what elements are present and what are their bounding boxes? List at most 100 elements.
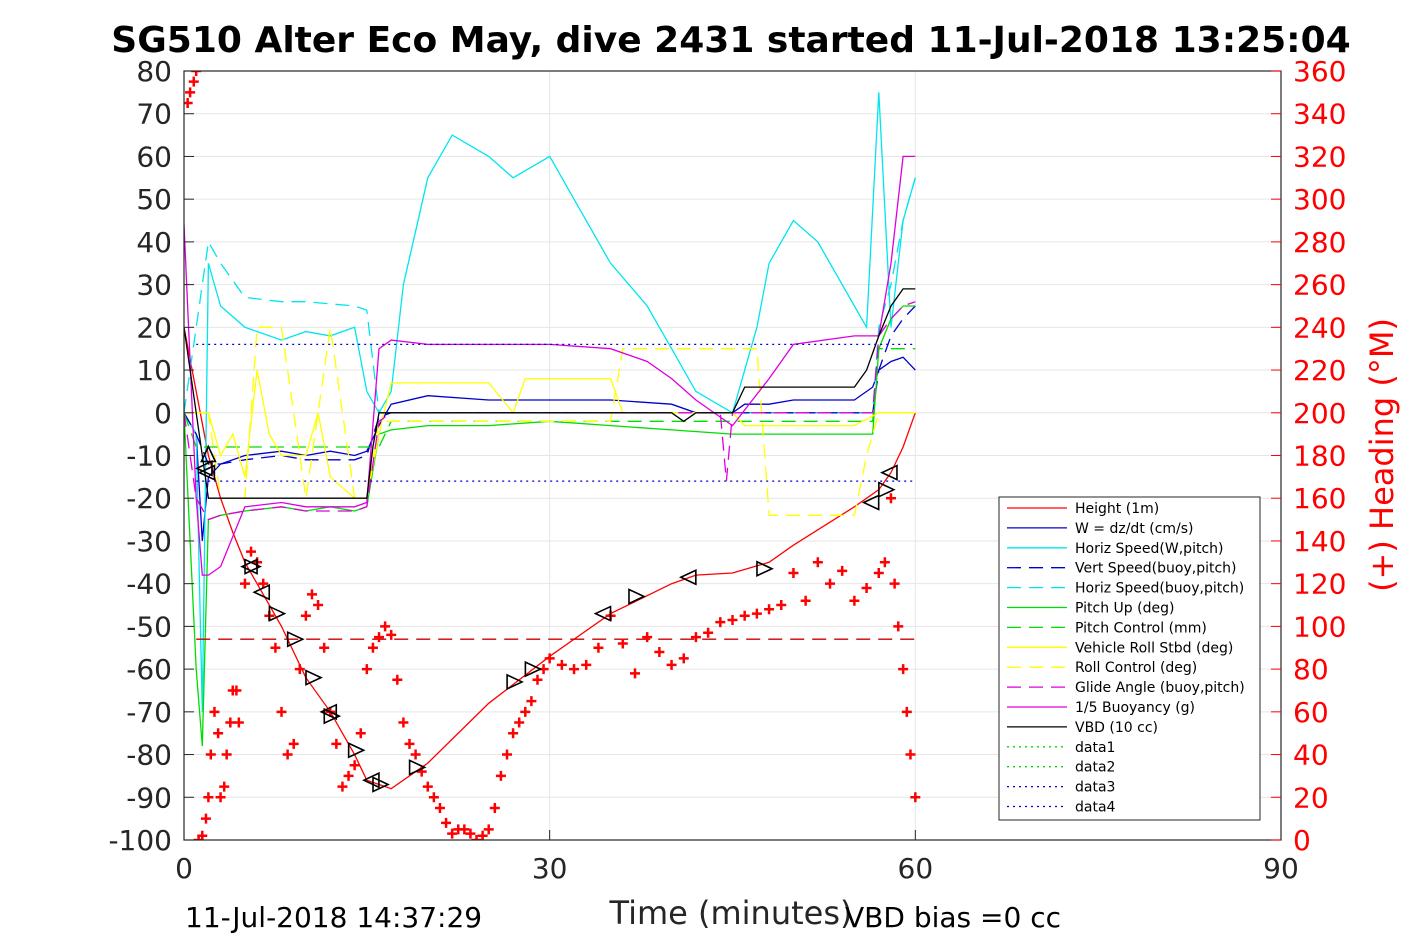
heading-point <box>441 817 452 828</box>
heading-point <box>654 647 665 658</box>
right-tick-label: 20 <box>1293 781 1329 814</box>
right-tick-label: 140 <box>1293 525 1346 558</box>
heading-point <box>213 728 224 739</box>
series-line-2 <box>184 92 916 712</box>
marker-left <box>861 494 880 511</box>
heading-point <box>422 781 433 792</box>
heading-point <box>300 610 311 621</box>
heading-point <box>629 668 640 679</box>
y-tick-label: -40 <box>126 568 172 601</box>
y-tick-label: 10 <box>136 354 172 387</box>
heading-point <box>556 659 567 670</box>
heading-point <box>185 87 196 98</box>
marker-left <box>197 464 216 481</box>
heading-point <box>502 749 513 760</box>
y-tick-label: -70 <box>126 696 172 729</box>
y-tick-label: -90 <box>126 781 172 814</box>
marker-left <box>678 569 697 586</box>
marker-right <box>305 669 323 686</box>
right-axis-ticks: 3603403203002802602402202001801601401201… <box>1271 55 1346 857</box>
marker-right <box>408 759 427 776</box>
heading-point <box>751 608 762 619</box>
heading-point <box>593 642 604 653</box>
marker-right <box>628 588 646 605</box>
heading-point <box>776 600 787 611</box>
series-line-1 <box>184 356 916 541</box>
right-tick-label: 0 <box>1293 824 1311 857</box>
marker-left <box>880 464 898 481</box>
x-axis-label: Time (minutes) <box>609 894 853 932</box>
right-tick-label: 120 <box>1293 568 1346 601</box>
heading-point <box>898 664 909 675</box>
heading-point <box>231 685 242 696</box>
heading-point <box>428 792 439 803</box>
heading-point <box>788 567 799 578</box>
heading-point <box>239 578 250 589</box>
heading-point <box>361 664 372 675</box>
heading-point <box>893 621 904 632</box>
heading-point <box>520 706 531 717</box>
series-line-5 <box>184 305 916 747</box>
plot-area <box>184 71 921 840</box>
heading-point <box>514 717 525 728</box>
right-tick-label: 360 <box>1293 55 1346 88</box>
heading-point <box>349 760 360 771</box>
heading-point <box>233 717 244 728</box>
legend-label: data3 <box>1075 780 1115 796</box>
marker-right <box>878 481 896 498</box>
series-line-9 <box>184 301 916 521</box>
y-tick-label: 50 <box>136 183 172 216</box>
legend-label: Vehicle Roll Stbd (deg) <box>1075 640 1233 656</box>
heading-point <box>532 674 543 685</box>
y-tick-label: -100 <box>108 824 172 857</box>
legend-label: data2 <box>1075 760 1115 776</box>
y-tick-label: -20 <box>126 482 172 515</box>
heading-point <box>306 589 317 600</box>
heading-point <box>188 76 199 87</box>
heading-point <box>910 792 921 803</box>
legend-label: Vert Speed(buoy,pitch) <box>1075 561 1237 577</box>
heading-point <box>392 674 403 685</box>
right-tick-label: 40 <box>1293 739 1329 772</box>
right-tick-label: 260 <box>1293 269 1346 302</box>
heading-point <box>889 578 900 589</box>
y-tick-label: -10 <box>126 440 172 473</box>
heading-point <box>764 604 775 615</box>
heading-point <box>905 749 916 760</box>
right-tick-label: 340 <box>1293 98 1346 131</box>
heading-point <box>203 792 214 803</box>
right-tick-label: 60 <box>1293 696 1329 729</box>
right-tick-label: 320 <box>1293 140 1346 173</box>
heading-point <box>197 830 208 840</box>
heading-point <box>374 632 385 643</box>
series-line-10 <box>184 155 916 576</box>
marker-left <box>195 460 213 477</box>
x-tick-label: 90 <box>1263 852 1299 885</box>
legend-label: Glide Angle (buoy,pitch) <box>1075 680 1245 696</box>
legend-label: VBD (10 cc) <box>1075 720 1158 736</box>
heading-point <box>367 642 378 653</box>
heading-point <box>489 802 500 813</box>
marker-right <box>244 558 262 575</box>
right-tick-label: 160 <box>1293 482 1346 515</box>
y-tick-label: 40 <box>136 226 172 259</box>
heading-point <box>471 835 482 840</box>
heading-point <box>879 557 890 568</box>
heading-point <box>282 749 293 760</box>
legend-label: Roll Control (deg) <box>1075 660 1197 676</box>
heading-point <box>380 621 391 632</box>
heading-point <box>219 781 230 792</box>
heading-point <box>849 595 860 606</box>
heading-point <box>495 770 506 781</box>
right-tick-label: 180 <box>1293 440 1346 473</box>
heading-point <box>666 659 677 670</box>
heading-point <box>727 614 738 625</box>
heading-point <box>404 738 415 749</box>
marker-right <box>268 605 287 622</box>
marker-left <box>362 771 380 789</box>
y-tick-label: 60 <box>136 140 172 173</box>
heading-point <box>477 830 488 840</box>
marker-left <box>319 703 338 721</box>
heading-point <box>258 578 269 589</box>
legend-label: Pitch Up (deg) <box>1075 601 1174 617</box>
